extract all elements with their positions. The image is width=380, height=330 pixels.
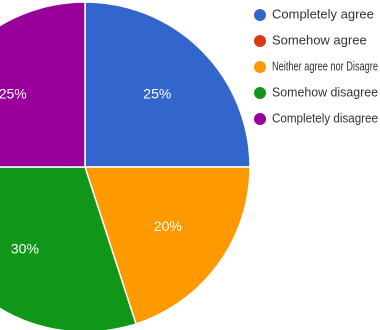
- legend-label: Somehow agree: [272, 32, 367, 47]
- legend-label: Neither agree nor Disagre: [272, 58, 378, 73]
- legend-item: Completely agree: [254, 6, 374, 21]
- legend-label: Somehow disagree: [272, 84, 378, 99]
- pie-slices: [0, 1, 251, 330]
- pie-slice-value-label: 25%: [0, 85, 27, 101]
- legend-item: Somehow agree: [254, 32, 367, 47]
- legend-marker: [254, 9, 266, 21]
- legend-item: Completely disagree: [254, 110, 378, 125]
- legend-marker: [254, 61, 266, 73]
- legend-item: Somehow disagree: [254, 84, 378, 99]
- pie-slice-completely-disagree: [0, 1, 86, 168]
- legend-label: Completely agree: [272, 6, 374, 21]
- pie-slice-value-label: 20%: [154, 218, 182, 234]
- pie-slice-somehow-disagree: [0, 166, 137, 330]
- pie-slice-neither-agree-nor-disagre: [83, 166, 251, 325]
- legend-marker: [254, 113, 266, 125]
- chart-legend: Completely agree Somehow agree Neither agr…: [254, 6, 378, 125]
- pie-slice-completely-agree: [84, 1, 251, 168]
- pie-slice-labels: 25% 20% 30% 25%: [0, 85, 182, 256]
- pie-slice-value-label: 25%: [143, 85, 171, 101]
- legend-marker: [254, 35, 266, 47]
- legend-item: Neither agree nor Disagre: [254, 58, 378, 73]
- legend-label: Completely disagree: [272, 110, 378, 125]
- legend-marker: [254, 87, 266, 99]
- pie-slice-value-label: 30%: [11, 241, 39, 257]
